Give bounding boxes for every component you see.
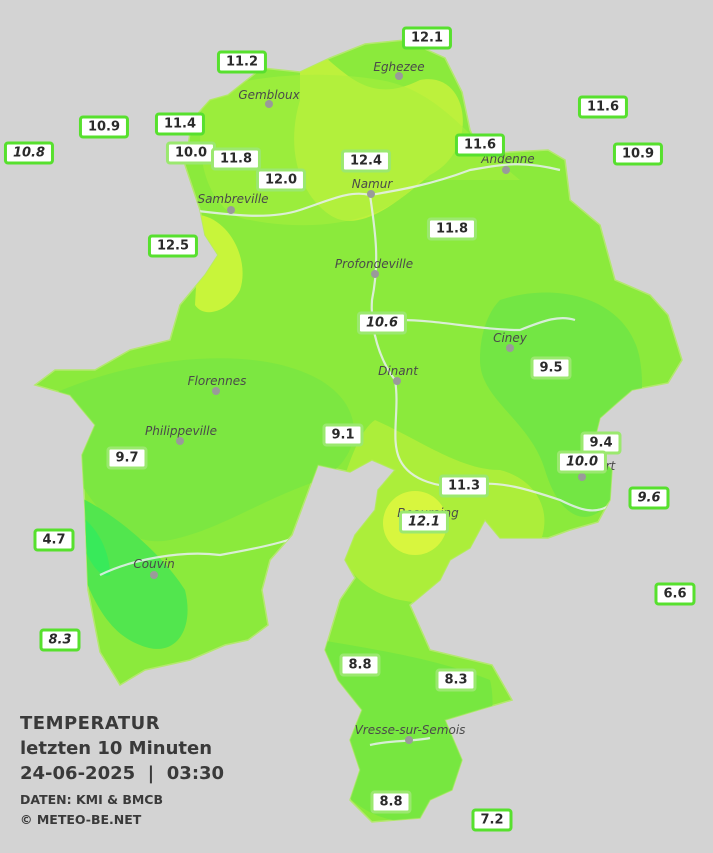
station-label: 8.8 <box>339 653 381 677</box>
station-label: 6.6 <box>654 582 696 606</box>
copyright: © METEO-BE.NET <box>20 812 142 827</box>
station-label: 11.4 <box>154 112 206 136</box>
station-label: 10.8 <box>3 141 55 165</box>
station-label: 12.4 <box>340 149 392 173</box>
city-name: Dinant <box>378 364 419 378</box>
station-label: 8.3 <box>39 628 81 652</box>
station-label: 9.6 <box>628 486 670 510</box>
map-subtitle: letzten 10 Minuten <box>20 738 213 759</box>
station-label: 11.6 <box>577 95 629 119</box>
city-name: Florennes <box>188 374 247 388</box>
city-name: Couvin <box>133 557 174 571</box>
station-label: 10.9 <box>612 142 664 166</box>
station-label: 8.3 <box>435 668 477 692</box>
station-label: 12.1 <box>401 26 453 50</box>
city-name: Vresse-sur-Semois <box>355 723 466 737</box>
station-label: 11.8 <box>210 147 262 171</box>
station-label: 9.5 <box>530 356 572 380</box>
station-label: 12.1 <box>398 510 450 534</box>
station-label: 4.7 <box>33 528 75 552</box>
station-label: 11.8 <box>426 217 478 241</box>
station-label: 9.1 <box>322 423 364 447</box>
city-name: Eghezee <box>373 60 424 74</box>
data-source: DATEN: KMI & BMCB <box>20 792 164 807</box>
city-name: Sambreville <box>197 192 268 206</box>
station-label: 7.2 <box>471 808 513 832</box>
station-label: 11.3 <box>438 474 490 498</box>
city-name: Namur <box>352 177 394 191</box>
city-name: Philippeville <box>145 424 217 438</box>
city-name: Gembloux <box>238 88 300 102</box>
station-label: 10.9 <box>78 115 130 139</box>
city-name: Ciney <box>493 331 528 345</box>
station-label: 11.2 <box>216 50 268 74</box>
station-label: 10.0 <box>165 141 217 165</box>
station-label: 12.0 <box>255 168 307 192</box>
map-title: TEMPERATUR <box>20 713 161 734</box>
city-name: Profondeville <box>335 257 413 271</box>
station-label: 8.8 <box>370 790 412 814</box>
map-legend-title: TEMPERATUR letzten 10 Minuten 24-06-2025… <box>20 711 224 830</box>
map-datetime: 24-06-2025 | 03:30 <box>20 763 225 784</box>
station-label: 10.6 <box>356 311 408 335</box>
station-label: 12.5 <box>147 234 199 258</box>
station-label: 9.7 <box>106 446 148 470</box>
station-label: 11.6 <box>454 133 506 157</box>
station-label: 10.0 <box>556 450 608 474</box>
